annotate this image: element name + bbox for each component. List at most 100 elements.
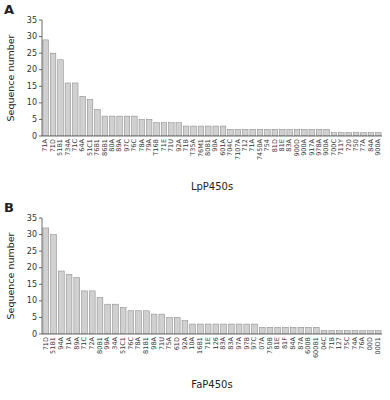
bar [66,274,72,334]
x-tick-label: 900A [374,138,382,155]
bar [265,129,271,136]
bar [174,317,180,334]
x-axis-line [42,334,382,335]
bar [257,129,263,136]
bar [139,119,145,136]
bar [329,331,335,334]
y-tick [39,20,42,21]
bar [360,331,366,334]
bar [128,311,134,334]
y-tick-label: 0 [32,132,37,141]
y-tick-label: 10 [27,296,37,305]
bar [242,129,248,136]
bars [43,40,381,136]
y-tick-label: 5 [32,115,37,124]
bar [58,60,64,136]
y-tick [39,218,42,219]
bar [279,129,285,136]
y-tick-label: 30 [27,230,37,239]
bar [250,129,256,136]
bar [117,116,123,136]
bar [283,327,289,334]
x-tick-label: 00D1 [374,337,382,354]
bar [87,100,93,136]
panel-label: A [4,2,14,17]
bar [191,126,197,136]
bar [298,327,304,334]
bar [376,133,382,136]
y-tick [39,36,42,37]
panel-label: B [4,200,14,215]
bar [169,123,175,136]
y-tick-label: 20 [27,65,37,74]
y-tick-label: 20 [27,263,37,272]
y-tick [39,317,42,318]
bar [309,129,315,136]
y-axis-label: Sequence number [5,232,16,319]
bar [143,311,149,334]
bar [213,324,219,334]
bar [220,126,226,136]
y-tick [39,284,42,285]
y-tick [39,251,42,252]
bars [43,228,381,334]
bar [154,123,160,136]
bar [132,116,138,136]
bar [272,129,278,136]
y-tick [39,234,42,235]
bar [324,129,330,136]
bar [97,298,103,334]
bar [80,96,86,136]
panel: A0510152025303571A71D51B1734A71C64A51C17… [4,2,382,192]
bar [198,324,204,334]
bar [252,324,258,334]
bar [290,327,296,334]
bar [72,83,78,136]
bar [206,126,212,136]
bar [353,133,359,136]
bar [316,129,322,136]
bar [146,119,152,136]
bar [228,129,234,136]
bar [287,129,293,136]
y-tick-label: 35 [27,214,37,223]
bar [182,321,188,334]
bar [65,83,71,136]
bar [244,324,250,334]
bar [151,314,157,334]
bar [58,271,64,334]
y-tick [39,334,42,335]
y-tick-label: 15 [27,82,37,91]
y-axis-line [42,20,43,136]
bar [109,116,115,136]
bar [213,126,219,136]
panel: B0510152025303571D51B194A71A89A71C72A80B… [4,200,382,390]
bar [74,278,80,334]
y-tick [39,102,42,103]
bar [159,314,165,334]
bar [205,324,211,334]
bar [105,304,111,334]
y-tick-label: 10 [27,98,37,107]
y-tick [39,119,42,120]
bar [346,133,352,136]
bar [82,291,88,334]
y-tick-label: 25 [27,49,37,58]
bar [331,133,337,136]
y-axis-line [42,218,43,334]
bar [198,126,204,136]
bar [375,331,381,334]
bar [221,324,227,334]
bar [161,123,167,136]
y-tick-label: 15 [27,280,37,289]
bar [190,324,196,334]
bar [302,129,308,136]
bar [352,331,358,334]
bar [313,327,319,334]
bar [235,129,241,136]
x-axis-label: LpP450s [191,181,233,192]
y-tick [39,136,42,137]
bar [176,123,182,136]
bar [275,327,281,334]
y-tick [39,267,42,268]
